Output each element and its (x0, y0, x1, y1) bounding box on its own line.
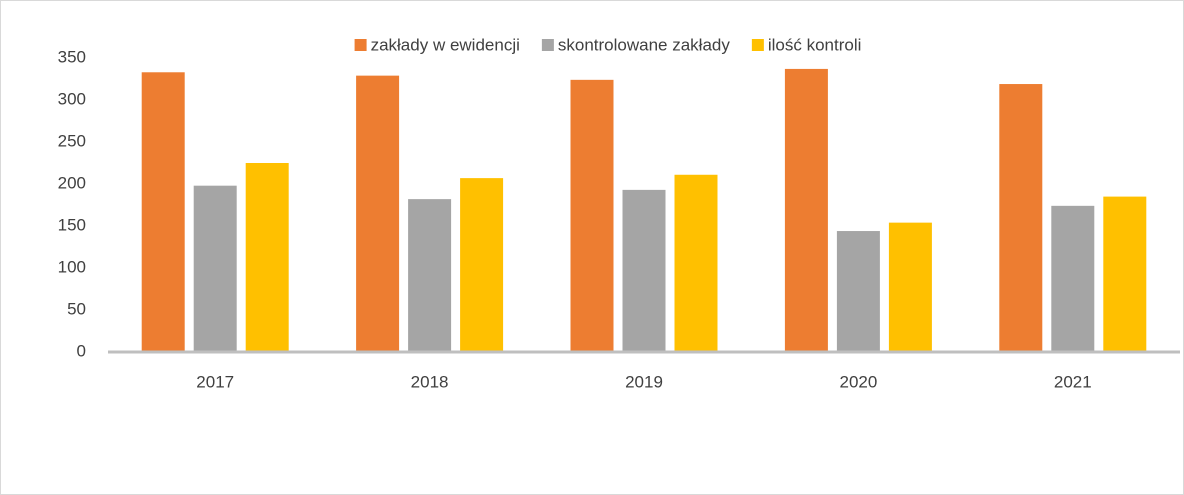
x-tick-label: 2018 (411, 372, 449, 391)
y-tick-label: 100 (58, 257, 86, 276)
bar (356, 75, 400, 352)
y-tick-label: 50 (67, 299, 86, 318)
bar (999, 84, 1043, 352)
bar (460, 178, 504, 352)
legend-swatch (541, 39, 554, 51)
bar (570, 79, 614, 352)
bar (245, 163, 289, 352)
bar (1103, 196, 1147, 352)
y-tick-label: 250 (58, 131, 86, 150)
legend-label: skontrolowane zakłady (558, 35, 730, 54)
bar (622, 189, 666, 352)
x-tick-label: 2019 (625, 372, 663, 391)
bar (836, 231, 880, 352)
bar (141, 72, 185, 352)
legend-swatch (354, 39, 367, 51)
bar (784, 68, 828, 353)
bar (888, 222, 932, 352)
y-tick-label: 200 (58, 173, 86, 192)
legend-label: zakłady w ewidencji (371, 35, 520, 54)
legend-label: ilość kontroli (768, 35, 862, 54)
y-tick-label: 0 (77, 341, 86, 360)
x-tick-label: 2021 (1054, 372, 1092, 391)
y-tick-label: 350 (58, 47, 86, 66)
x-tick-label: 2017 (196, 372, 234, 391)
y-tick-label: 300 (58, 89, 86, 108)
x-tick-label: 2020 (839, 372, 877, 391)
bar (193, 185, 237, 352)
y-tick-label: 150 (58, 215, 86, 234)
legend-swatch (751, 39, 764, 51)
bar (674, 174, 718, 352)
bar (1051, 205, 1095, 352)
bar (408, 199, 452, 352)
